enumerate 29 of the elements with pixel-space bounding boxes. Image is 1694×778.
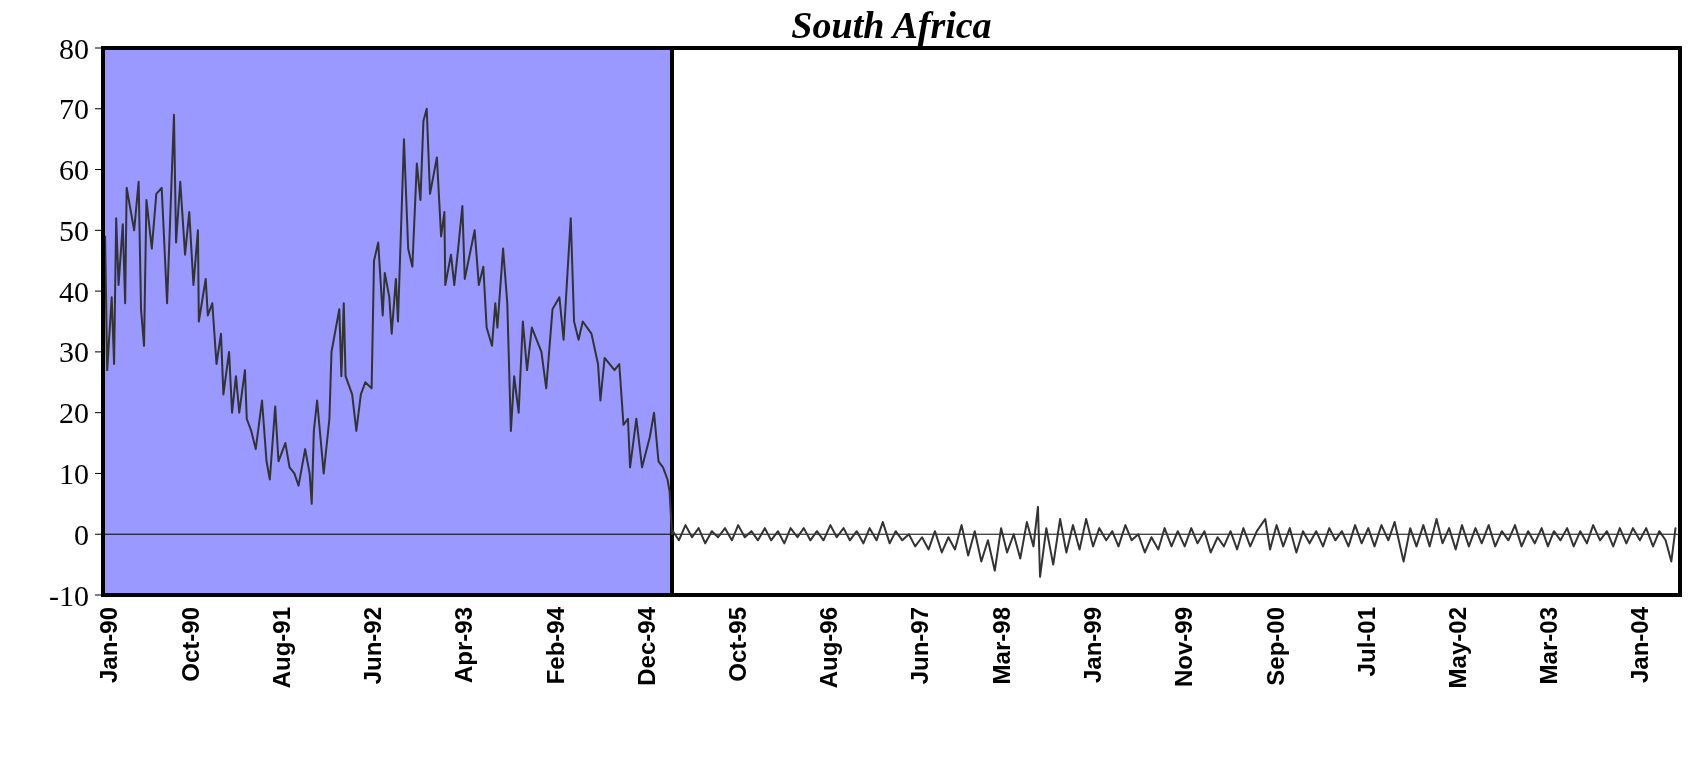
x-tick-label: Nov-99: [1170, 607, 1198, 688]
y-tick-label: 50: [59, 213, 89, 247]
x-tick-label: Aug-96: [815, 607, 843, 689]
x-tick-label: Jan-90: [95, 607, 123, 684]
y-tick-label: 40: [59, 274, 89, 308]
y-tick-label: 20: [59, 396, 89, 430]
x-tick-label: Jan-04: [1626, 606, 1654, 684]
x-tick-label: Jun-97: [906, 607, 934, 685]
chart-title: South Africa: [791, 4, 992, 46]
x-tick-label: Oct-95: [723, 607, 751, 682]
x-tick-label: Oct-90: [176, 607, 204, 682]
x-tick-label: Jun-92: [359, 607, 387, 685]
x-tick-label: May-02: [1443, 607, 1471, 689]
x-tick-label: Apr-93: [450, 607, 478, 684]
x-tick-label: Jan-99: [1079, 607, 1107, 684]
y-tick-label: 80: [59, 31, 89, 65]
x-tick-label: Sep-00: [1261, 607, 1289, 686]
x-tick-label: Feb-94: [541, 606, 569, 685]
y-tick-label: 0: [74, 517, 89, 551]
y-tick-label: -10: [49, 578, 89, 612]
y-tick-label: 30: [59, 335, 89, 369]
y-tick-label: 60: [59, 153, 89, 187]
x-tick-label: Jul-01: [1352, 607, 1380, 677]
x-tick-label: Mar-03: [1534, 607, 1562, 685]
y-tick-label: 10: [59, 456, 89, 490]
x-tick-label: Dec-94: [632, 606, 660, 686]
x-tick-label: Aug-91: [267, 607, 295, 689]
y-tick-label: 70: [59, 92, 89, 126]
x-tick-label: Mar-98: [987, 607, 1015, 685]
